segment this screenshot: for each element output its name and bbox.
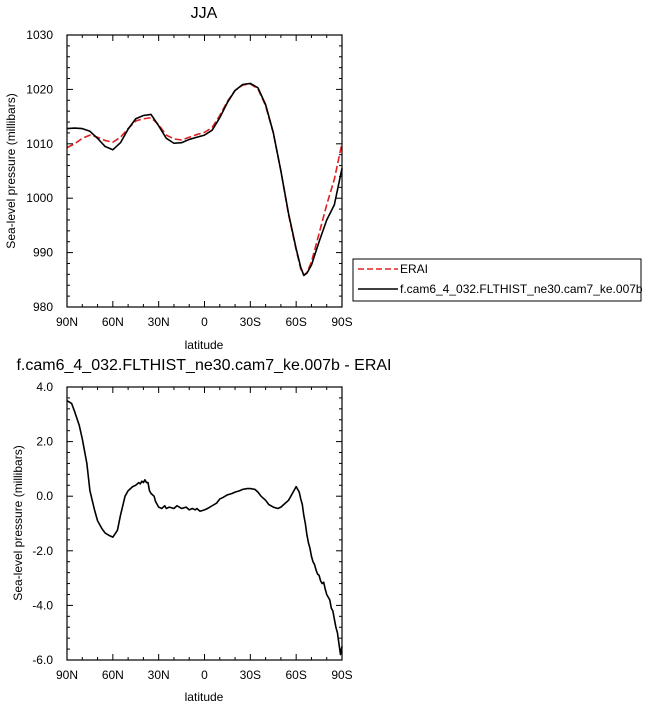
x-tick-label: 90N — [56, 668, 78, 682]
x-tick-label: 30S — [240, 668, 261, 682]
x-tick-label: 60S — [285, 315, 306, 329]
x-tick-label: 60N — [102, 668, 124, 682]
y-tick-label: -4.0 — [32, 598, 53, 612]
series-line-erai — [66, 83, 343, 276]
panel-top: JJA 90N 60N 30N 0 30S 60S 90S 980 990 1000 1010 102… — [4, 5, 353, 352]
y-tick-label: 990 — [33, 246, 53, 260]
legend-label-erai: ERAI — [400, 262, 428, 276]
y-tick-label: 1020 — [26, 82, 53, 96]
legend-box — [352, 258, 642, 302]
bottom-plot-marks — [66, 399, 343, 656]
x-axis-label: latitude — [185, 338, 224, 352]
bottom-axis-ticks: 90N 60N 30N 0 30S 60S 90S -6.0 -4.0 -2.0 0.0 2.0 4.0 — [32, 380, 352, 682]
legend: ERAI f.cam6_4_032.FLTHIST_ne30.cam7_ke.0… — [352, 258, 643, 302]
x-tick-label: 30N — [148, 668, 170, 682]
y-tick-label: 2.0 — [36, 435, 53, 449]
x-tick-label: 0 — [201, 315, 208, 329]
y-axis-label: Sea-level pressure (millibars) — [11, 445, 25, 600]
y-tick-label: 1030 — [26, 28, 53, 42]
x-tick-label: 90N — [56, 315, 78, 329]
y-tick-label: -2.0 — [32, 544, 53, 558]
chart-title: JJA — [191, 5, 218, 22]
series-line-f-cam6-4-032-flthist-ne30-cam7-ke-007b — [66, 82, 343, 277]
y-axis-label: Sea-level pressure (millibars) — [4, 93, 18, 248]
chart-title: f.cam6_4_032.FLTHIST_ne30.cam7_ke.007b -… — [16, 357, 391, 374]
panel-bottom: f.cam6_4_032.FLTHIST_ne30.cam7_ke.007b -… — [11, 357, 392, 704]
top-plot-marks — [66, 82, 343, 277]
legend-label-model: f.cam6_4_032.FLTHIST_ne30.cam7_ke.007b — [400, 282, 643, 296]
x-tick-label: 90S — [331, 668, 352, 682]
series-line-series-0 — [66, 399, 343, 656]
x-tick-label: 90S — [331, 315, 352, 329]
x-tick-label: 30N — [148, 315, 170, 329]
y-tick-label: 1010 — [26, 137, 53, 151]
x-tick-label: 30S — [240, 315, 261, 329]
x-tick-label: 0 — [201, 668, 208, 682]
x-axis-label: latitude — [185, 690, 224, 704]
plot-frame — [66, 386, 343, 661]
y-tick-label: -6.0 — [32, 653, 53, 667]
x-tick-label: 60S — [285, 668, 306, 682]
y-tick-label: 0.0 — [36, 489, 53, 503]
top-axis-ticks: 90N 60N 30N 0 30S 60S 90S 980 990 1000 1010 1020 103… — [26, 28, 352, 329]
y-tick-label: 1000 — [26, 191, 53, 205]
y-tick-label: 980 — [33, 300, 53, 314]
x-tick-label: 60N — [102, 315, 124, 329]
y-tick-label: 4.0 — [36, 380, 53, 394]
